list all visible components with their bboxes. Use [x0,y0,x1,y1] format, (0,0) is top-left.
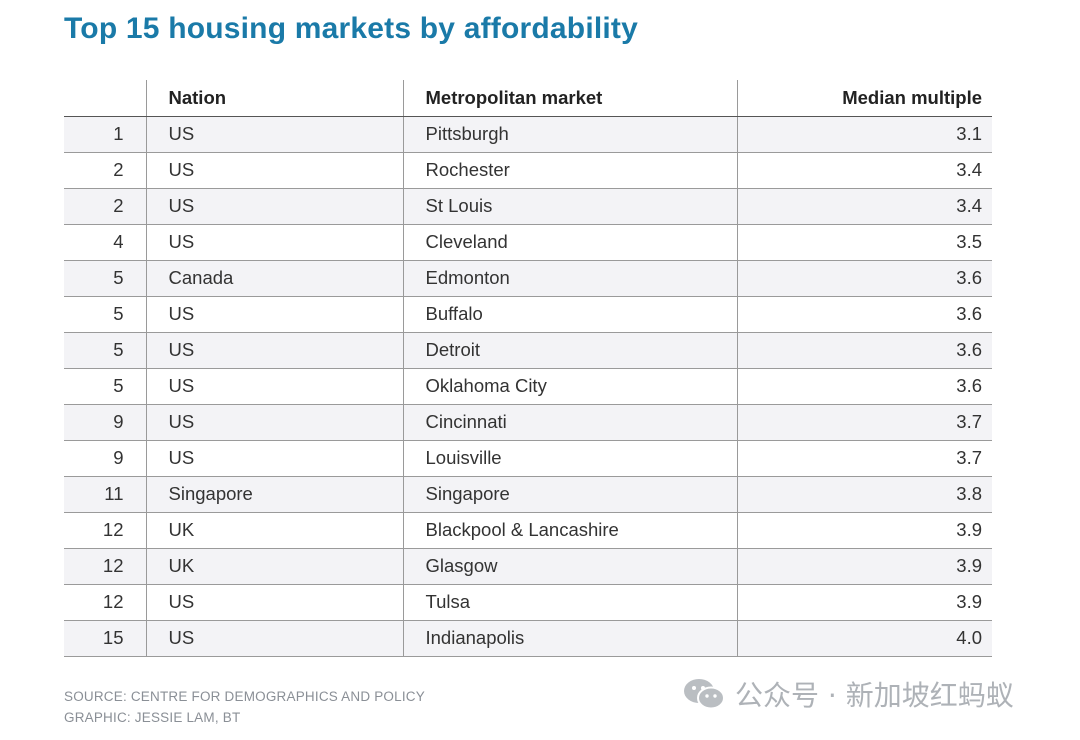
cell-nation: Singapore [146,476,404,512]
cell-median-multiple: 3.8 [956,483,982,504]
cell-metropolitan-market: Cleveland [403,224,738,260]
cell-metropolitan-market: Tulsa [403,584,738,620]
header-metropolitan-market: Metropolitan market [403,80,738,117]
header-nation: Nation [146,80,404,117]
cell-median-multiple: 3.4 [956,159,982,180]
cell-rank: 2 [64,152,147,188]
header-rank [64,80,147,117]
cell-rank: 5 [64,296,147,332]
cell-nation: US [146,332,404,368]
cell-rank: 2 [64,188,147,224]
cell-median-multiple: 3.6 [956,267,982,288]
cell-rank: 1 [64,116,147,152]
cell-median-multiple: 3.9 [956,555,982,576]
graphic-credit: GRAPHIC: JESSIE LAM, BT [64,710,241,725]
table-row: 5 Canada Edmonton 3.6 [64,260,992,296]
affordability-table: Nation Metropolitan market Median multip… [64,80,992,657]
cell-rank: 5 [64,260,147,296]
table-row: 2 US Rochester 3.4 [64,152,992,188]
source-text: SOURCE: CENTRE FOR DEMOGRAPHICS AND POLI… [64,689,425,704]
cell-metropolitan-market: Rochester [403,152,738,188]
table-row: 4 US Cleveland 3.5 [64,224,992,260]
watermark-text: 公众号 · 新加坡红蚂蚁 [735,679,1014,712]
table-row: 12 US Tulsa 3.9 [64,584,992,620]
table-row: 12 UK Blackpool & Lancashire 3.9 [64,512,992,548]
cell-median-multiple: 3.6 [956,339,982,360]
footer-credits: SOURCE: CENTRE FOR DEMOGRAPHICS AND POLI… [64,686,425,728]
table-row: 15 US Indianapolis 4.0 [64,620,992,656]
watermark: 公众号 · 新加坡红蚂蚁 [683,674,1014,714]
cell-median-multiple: 3.7 [956,411,982,432]
cell-metropolitan-market: Detroit [403,332,738,368]
table-body: 1 US Pittsburgh 3.1 2 US Rochester 3.4 2 US St Lou… [64,116,992,656]
cell-rank: 5 [64,332,147,368]
cell-median-multiple: 3.4 [956,195,982,216]
table-row: 9 US Cincinnati 3.7 [64,404,992,440]
table-row: 2 US St Louis 3.4 [64,188,992,224]
header-median-multiple: Median multiple [737,80,992,117]
cell-nation: US [146,368,404,404]
cell-rank: 11 [64,476,147,512]
cell-metropolitan-market: Glasgow [403,548,738,584]
table-row: 5 US Buffalo 3.6 [64,296,992,332]
table-row: 1 US Pittsburgh 3.1 [64,116,992,152]
cell-metropolitan-market: Buffalo [403,296,738,332]
cell-rank: 15 [64,620,147,656]
cell-rank: 5 [64,368,147,404]
cell-nation: US [146,296,404,332]
cell-median-multiple: 3.6 [956,303,982,324]
cell-rank: 12 [64,548,147,584]
cell-median-multiple: 3.6 [956,375,982,396]
cell-metropolitan-market: Cincinnati [403,404,738,440]
cell-metropolitan-market: Louisville [403,440,738,476]
cell-metropolitan-market: Edmonton [403,260,738,296]
cell-rank: 9 [64,404,147,440]
cell-median-multiple: 3.7 [956,447,982,468]
cell-median-multiple: 3.9 [956,591,982,612]
cell-nation: Canada [146,260,404,296]
cell-nation: US [146,188,404,224]
cell-nation: US [146,620,404,656]
cell-metropolitan-market: St Louis [403,188,738,224]
cell-nation: US [146,116,404,152]
cell-metropolitan-market: Pittsburgh [403,116,738,152]
table-row: 5 US Oklahoma City 3.6 [64,368,992,404]
cell-metropolitan-market: Indianapolis [403,620,738,656]
cell-nation: US [146,440,404,476]
table-header-row: Nation Metropolitan market Median multip… [64,80,992,117]
table-row: 9 US Louisville 3.7 [64,440,992,476]
table-row: 11 Singapore Singapore 3.8 [64,476,992,512]
cell-metropolitan-market: Singapore [403,476,738,512]
table-row: 5 US Detroit 3.6 [64,332,992,368]
cell-metropolitan-market: Blackpool & Lancashire [403,512,738,548]
table-row: 12 UK Glasgow 3.9 [64,548,992,584]
cell-rank: 4 [64,224,147,260]
cell-nation: US [146,152,404,188]
wechat-icon [684,679,725,710]
cell-median-multiple: 4.0 [956,627,982,648]
cell-median-multiple: 3.1 [956,123,982,144]
cell-nation: US [146,404,404,440]
cell-rank: 12 [64,512,147,548]
cell-nation: US [146,584,404,620]
cell-nation: US [146,224,404,260]
page-title: Top 15 housing markets by affordability [64,12,639,45]
cell-rank: 12 [64,584,147,620]
cell-rank: 9 [64,440,147,476]
cell-nation: UK [146,512,404,548]
cell-nation: UK [146,548,404,584]
cell-median-multiple: 3.9 [956,519,982,540]
cell-metropolitan-market: Oklahoma City [403,368,738,404]
cell-median-multiple: 3.5 [956,231,982,252]
